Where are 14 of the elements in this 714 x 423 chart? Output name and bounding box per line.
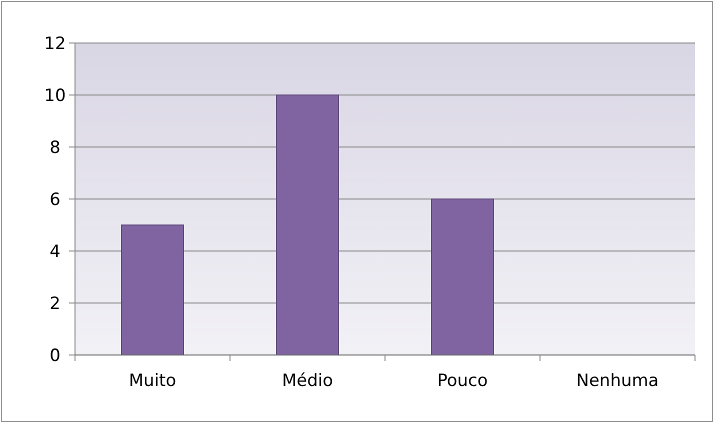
x-tick-label: Pouco	[437, 371, 488, 391]
y-tick-label: 8	[50, 138, 60, 158]
bar	[431, 198, 494, 356]
y-tick-label: 0	[50, 346, 60, 366]
y-tick-label: 12	[44, 34, 66, 54]
bar	[276, 94, 339, 356]
y-tick-label: 4	[50, 242, 60, 262]
bar	[121, 224, 184, 356]
y-tick-label: 10	[44, 86, 66, 106]
x-tick-label: Médio	[282, 371, 334, 391]
x-tick-label: Muito	[128, 371, 176, 391]
x-tick-label: Nenhuma	[576, 371, 659, 391]
y-tick-label: 6	[50, 190, 60, 210]
y-tick-label: 2	[50, 294, 60, 314]
